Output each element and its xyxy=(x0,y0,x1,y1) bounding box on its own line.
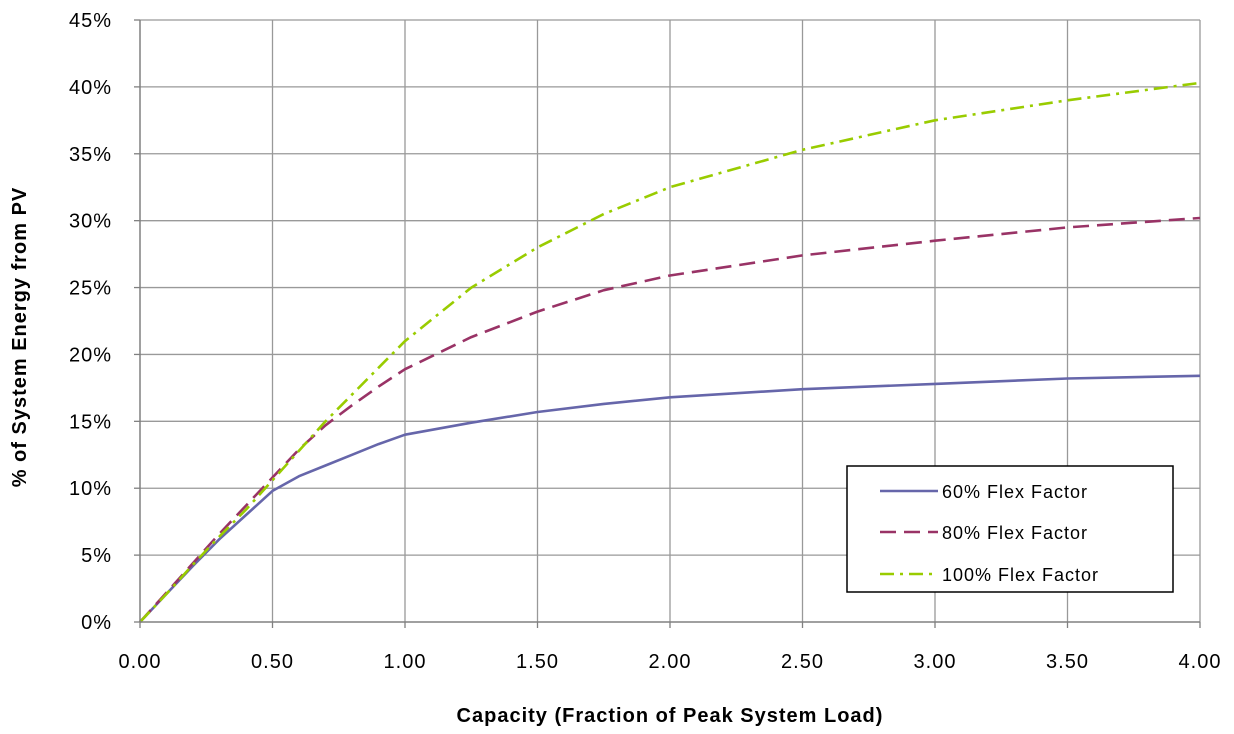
y-tick-label: 25% xyxy=(69,278,112,300)
legend-box xyxy=(846,465,1174,593)
y-tick-label: 30% xyxy=(69,211,112,233)
y-tick-label: 20% xyxy=(69,344,112,366)
y-axis-title: % of System Energy from PV xyxy=(9,187,31,488)
legend-label: 60% Flex Factor xyxy=(942,482,1088,502)
x-tick-label: 2.50 xyxy=(781,651,824,673)
y-tick-label: 35% xyxy=(69,144,112,166)
axes xyxy=(134,19,1201,628)
x-tick-label: 1.00 xyxy=(384,651,427,673)
x-tick-labels: 0.00 0.50 1.00 1.50 2.00 2.50 3.00 3.50 4.00 xyxy=(119,651,1222,673)
x-tick-label: 2.00 xyxy=(649,651,692,673)
legend-label: 80% Flex Factor xyxy=(942,523,1088,543)
legend: 60% Flex Factor 80% Flex Factor 100% Flex … xyxy=(846,465,1174,593)
y-tick-label: 40% xyxy=(69,77,112,99)
series-line-100pct-flex-factor xyxy=(139,81,1201,623)
y-tick-label: 10% xyxy=(69,478,112,500)
x-axis-title: Capacity (Fraction of Peak System Load) xyxy=(457,705,884,727)
series-line-60pct-flex-factor xyxy=(139,374,1201,623)
y-tick-label: 45% xyxy=(69,10,112,32)
x-tick-label: 0.50 xyxy=(251,651,294,673)
y-tick-labels: 0% 5% 10% 15% 20% 25% 30% 35% 40% 45% xyxy=(69,10,112,634)
x-tick-label: 3.00 xyxy=(914,651,957,673)
x-tick-label: 0.00 xyxy=(119,651,162,673)
y-tick-label: 15% xyxy=(69,411,112,433)
x-tick-label: 3.50 xyxy=(1046,651,1089,673)
series-lines xyxy=(139,81,1201,623)
legend-label: 100% Flex Factor xyxy=(942,565,1099,585)
x-tick-label: 1.50 xyxy=(516,651,559,673)
y-tick-label: 0% xyxy=(81,612,112,634)
x-tick-label: 4.00 xyxy=(1179,651,1222,673)
y-tick-label: 5% xyxy=(81,545,112,567)
series-line-80pct-flex-factor xyxy=(139,216,1201,623)
